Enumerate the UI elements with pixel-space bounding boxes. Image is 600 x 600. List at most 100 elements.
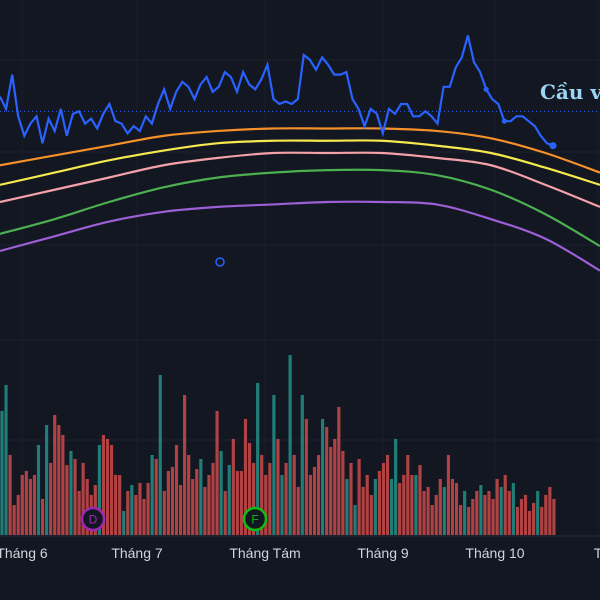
volume-bar	[377, 471, 381, 535]
time-axis-tick-label: Tháng 6	[0, 545, 48, 561]
time-axis-labels: Tháng 6 Tháng 7 Tháng Tám Tháng 9 Tháng 10 T	[0, 545, 600, 561]
volume-bar	[32, 475, 37, 535]
volume-bar	[418, 465, 422, 535]
volume-bar	[191, 479, 195, 535]
volume-bar	[544, 495, 548, 535]
volume-bar	[126, 491, 130, 535]
volume-bar	[101, 435, 106, 535]
volume-bar	[548, 487, 552, 535]
volume-bar	[158, 375, 162, 535]
event-marker-label: F	[251, 513, 258, 527]
time-axis-tick-label: Tháng 9	[357, 545, 409, 561]
event-marker-d[interactable]: D	[80, 506, 106, 532]
volume-bar	[442, 487, 446, 535]
volume-bar	[450, 479, 455, 535]
volume-bar	[77, 491, 81, 535]
volume-bar	[337, 407, 341, 535]
volume-bar	[454, 483, 459, 535]
event-marker-f[interactable]: F	[242, 506, 268, 532]
volume-bar	[243, 419, 248, 535]
volume-bar	[321, 419, 325, 535]
volume-bar	[333, 439, 337, 535]
volume-bar	[341, 451, 345, 535]
volume-bar	[410, 475, 414, 535]
volume-bar	[373, 479, 377, 535]
volume-bar	[20, 475, 24, 535]
volume-bar	[239, 471, 244, 535]
volume-bar	[235, 471, 239, 535]
volume-bar	[183, 395, 187, 535]
volume-bar	[381, 463, 386, 535]
volume-bar	[69, 451, 73, 535]
volume-bar	[272, 395, 276, 535]
volume-bar	[268, 463, 272, 535]
volume-bar	[146, 483, 150, 535]
volume-bar	[247, 443, 252, 535]
volume-bar	[511, 483, 515, 535]
volume-bar	[138, 483, 142, 535]
volume-bar	[434, 495, 438, 535]
volume-bar	[105, 439, 110, 535]
volume-bar	[398, 483, 402, 535]
price-last-point	[549, 142, 557, 150]
volume-bar	[390, 479, 394, 535]
volume-bar	[426, 487, 430, 535]
volume-bar	[85, 479, 89, 535]
volume-bar	[385, 455, 390, 535]
volume-bar	[365, 475, 369, 535]
volume-bar	[130, 485, 134, 535]
volume-bar	[402, 475, 406, 535]
volume-bar	[227, 465, 231, 535]
volume-bar	[65, 465, 69, 535]
volume-bar	[211, 463, 215, 535]
volume-bar	[507, 491, 511, 535]
volume-bar	[118, 475, 122, 535]
volume-bar	[300, 395, 304, 535]
volume-bar	[36, 445, 41, 535]
volume-bar	[276, 439, 280, 535]
volume-bar	[73, 459, 77, 535]
volume-bar	[40, 499, 45, 535]
hollow-circle-marker	[215, 257, 225, 267]
volume-bar	[458, 505, 463, 535]
volume-bar	[231, 439, 235, 535]
volume-bar	[61, 435, 65, 535]
volume-bar	[12, 505, 16, 535]
volume-bar	[471, 499, 475, 535]
volume-bar	[24, 471, 28, 535]
volume-bar	[4, 385, 8, 535]
volume-bar	[519, 499, 524, 535]
volume-bar	[215, 411, 219, 535]
volume-bar	[114, 475, 118, 535]
volume-bar	[97, 445, 101, 535]
volume-bar	[284, 463, 288, 535]
volume-bar	[170, 467, 175, 535]
moving-average-line-3	[0, 151, 600, 208]
volume-bar	[264, 475, 268, 535]
volume-bar	[256, 383, 260, 535]
moving-average-line-4	[0, 168, 600, 248]
volume-bar	[536, 491, 540, 535]
moving-average-line-2	[0, 139, 600, 186]
moving-average-line-1	[0, 127, 600, 174]
volume-bar	[219, 451, 223, 535]
volume-bar	[304, 419, 308, 535]
volume-bar	[280, 475, 284, 535]
volume-bar	[540, 507, 544, 535]
volume-bar	[207, 475, 211, 535]
moving-average-line-5	[0, 200, 600, 272]
volume-bar	[503, 475, 507, 535]
volume-bar	[150, 455, 154, 535]
volume-bar	[532, 503, 536, 535]
volume-bar	[166, 471, 170, 535]
volume-bar	[8, 455, 12, 535]
volume-bar	[53, 415, 57, 535]
time-axis-tick-label: Tháng 10	[465, 545, 524, 561]
volume-bar	[288, 355, 292, 535]
volume-bar	[483, 495, 487, 535]
volume-bar	[475, 491, 479, 535]
price-line[interactable]	[0, 35, 554, 147]
